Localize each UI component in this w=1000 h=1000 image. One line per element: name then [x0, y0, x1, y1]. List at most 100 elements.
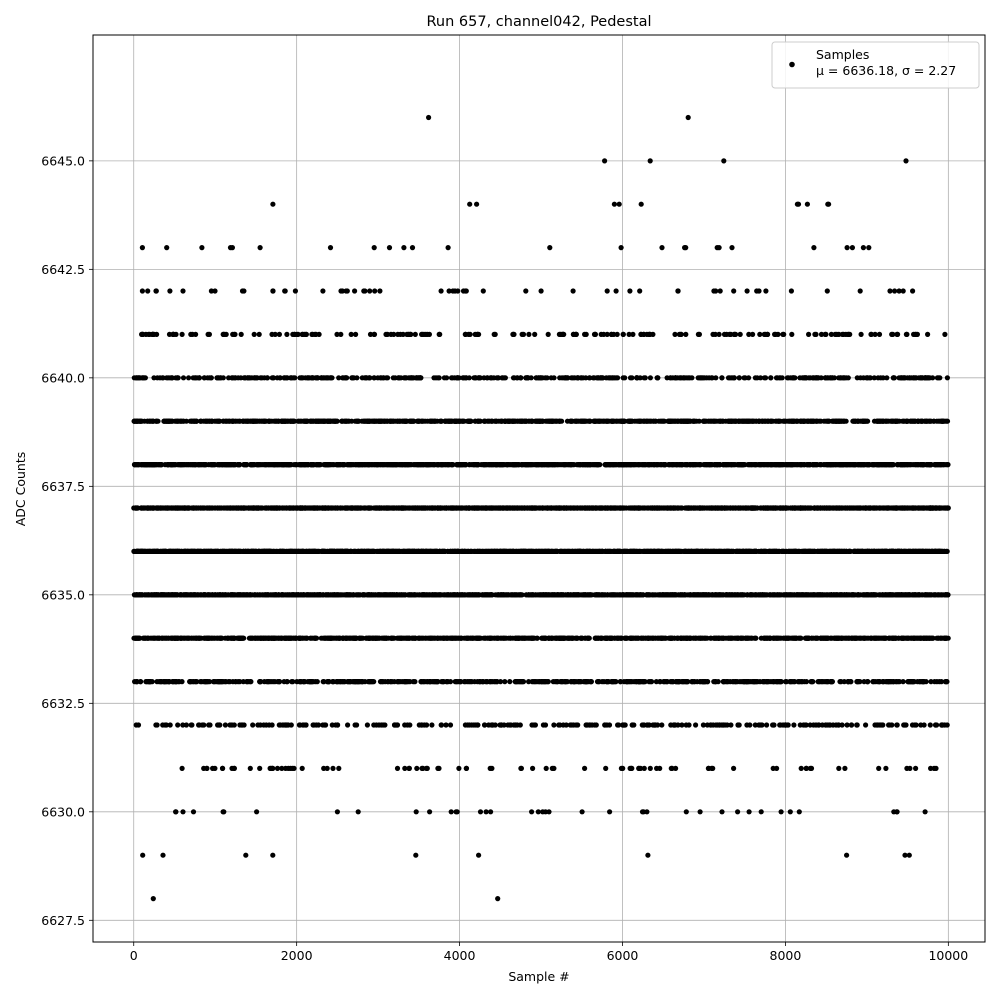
data-point: [750, 679, 756, 685]
data-point: [377, 679, 384, 685]
data-point: [357, 635, 363, 641]
data-point: [694, 679, 700, 685]
data-point: [526, 679, 532, 685]
data-point: [325, 679, 332, 685]
data-point: [883, 679, 889, 685]
data-point: [882, 635, 888, 641]
data-point: [774, 592, 780, 598]
data-point: [936, 679, 942, 685]
data-point: [866, 592, 873, 598]
data-point: [814, 635, 821, 641]
data-point: [536, 679, 542, 685]
data-point: [156, 635, 162, 641]
data-point: [170, 592, 176, 598]
data-point: [855, 592, 861, 598]
data-point: [392, 592, 398, 598]
data-point: [497, 679, 504, 685]
data-point: [441, 679, 447, 685]
data-point: [540, 679, 546, 685]
data-point: [382, 635, 388, 641]
data-point: [664, 679, 670, 685]
data-point: [561, 592, 567, 598]
data-point: [350, 635, 356, 641]
data-point: [878, 722, 884, 728]
data-point: [782, 592, 788, 598]
data-point: [394, 722, 400, 728]
data-point: [668, 635, 674, 641]
data-point: [406, 765, 412, 772]
data-point: [133, 722, 139, 728]
data-point: [276, 679, 282, 685]
data-point: [921, 679, 927, 685]
data-point: [523, 635, 529, 641]
data-point: [815, 722, 822, 728]
data-point: [435, 765, 441, 772]
data-point: [173, 679, 179, 685]
data-point: [299, 765, 305, 772]
data-point: [230, 679, 236, 685]
data-point: [693, 722, 699, 728]
data-point: [593, 635, 599, 641]
data-point: [933, 722, 939, 728]
data-point: [535, 809, 541, 815]
data-point: [247, 765, 253, 772]
data-point: [526, 592, 532, 598]
data-point: [559, 679, 565, 685]
data-point: [650, 635, 656, 641]
data-point: [578, 679, 584, 685]
data-point: [166, 679, 172, 685]
data-point: [133, 679, 139, 685]
data-point: [186, 635, 192, 641]
data-point: [700, 722, 707, 728]
data-point: [758, 809, 764, 815]
data-point: [876, 679, 882, 685]
data-point: [167, 635, 174, 641]
data-point: [156, 679, 162, 685]
data-point: [832, 592, 838, 598]
data-point: [944, 722, 950, 728]
data-point: [624, 592, 630, 598]
data-point: [848, 722, 855, 728]
data-point: [702, 592, 708, 598]
data-point: [465, 722, 471, 728]
data-point: [686, 592, 692, 598]
data-point: [870, 679, 876, 685]
data-point: [516, 635, 522, 641]
data-point: [222, 722, 228, 728]
data-point: [482, 722, 488, 728]
data-point: [402, 722, 408, 728]
data-point: [261, 722, 267, 728]
data-point: [583, 722, 589, 728]
data-point: [749, 592, 755, 598]
data-point: [894, 722, 900, 728]
data-point: [432, 679, 438, 685]
data-point: [582, 765, 588, 772]
data-point: [645, 852, 651, 858]
data-point: [264, 635, 270, 641]
data-point: [367, 679, 373, 685]
data-point: [448, 592, 454, 598]
data-point: [567, 592, 573, 598]
data-point: [503, 592, 509, 598]
data-point: [607, 809, 613, 815]
data-point: [944, 679, 950, 685]
data-point: [398, 635, 404, 641]
data-point: [477, 809, 484, 815]
data-point: [507, 635, 514, 641]
data-point: [531, 722, 537, 728]
data-point: [543, 765, 549, 772]
data-point: [938, 635, 944, 641]
data-point: [270, 852, 276, 858]
data-point: [705, 765, 712, 772]
data-point: [560, 722, 566, 728]
data-point: [735, 809, 741, 815]
data-point: [533, 592, 539, 598]
data-point: [647, 765, 653, 772]
data-point: [272, 679, 278, 685]
data-point: [892, 635, 898, 641]
data-point: [191, 592, 197, 598]
data-point: [320, 679, 326, 685]
data-point: [144, 635, 150, 641]
data-point: [424, 765, 430, 772]
data-point: [913, 765, 919, 772]
